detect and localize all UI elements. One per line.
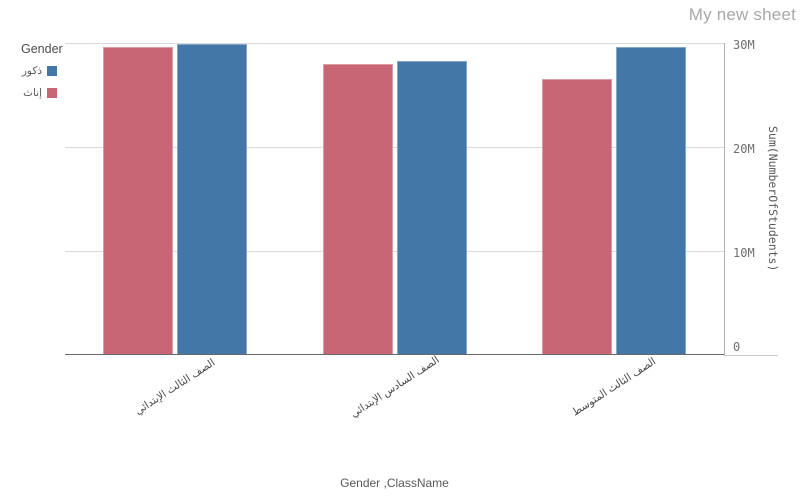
legend-title: Gender xyxy=(21,42,63,56)
gridline xyxy=(65,251,724,252)
bar-ذكور-2[interactable] xyxy=(397,61,467,355)
legend-items: ذكور إناث xyxy=(0,60,57,104)
sheet-title: My new sheet xyxy=(688,5,796,24)
x-category-label: الصف الثالث الإبتدائي xyxy=(132,356,218,418)
legend-item-label: إناث xyxy=(23,87,42,99)
gridline xyxy=(65,147,724,148)
y-axis-line xyxy=(724,43,725,355)
bar-ذكور-3[interactable] xyxy=(616,47,686,355)
gridline xyxy=(65,43,724,44)
legend-item[interactable]: إناث xyxy=(0,82,57,104)
legend-color-swatch xyxy=(47,66,57,76)
legend-item[interactable]: ذكور xyxy=(0,60,57,82)
legend-item-label: ذكور xyxy=(21,65,42,77)
x-axis-baseline-extension xyxy=(724,355,778,356)
x-axis-baseline xyxy=(65,354,724,355)
y-tick-label: 0 xyxy=(733,340,741,354)
plot-area xyxy=(65,43,724,355)
x-category-label: الصف الثالث المتوسط xyxy=(569,355,659,419)
bar-إناث-3[interactable] xyxy=(542,79,612,355)
bar-إناث-2[interactable] xyxy=(323,64,393,355)
y-axis-title: Sum(NumberOfStudents) xyxy=(766,126,780,272)
bar-إناث-1[interactable] xyxy=(103,47,173,355)
y-tick-label: 30M xyxy=(733,38,755,52)
x-category-label: الصف السادس الإبتدائي xyxy=(348,353,442,421)
legend-color-swatch xyxy=(47,88,57,98)
x-axis-title: Gender ,ClassName xyxy=(340,476,449,490)
bar-ذكور-1[interactable] xyxy=(177,44,247,355)
y-tick-label: 20M xyxy=(733,142,755,156)
y-tick-label: 10M xyxy=(733,246,755,260)
